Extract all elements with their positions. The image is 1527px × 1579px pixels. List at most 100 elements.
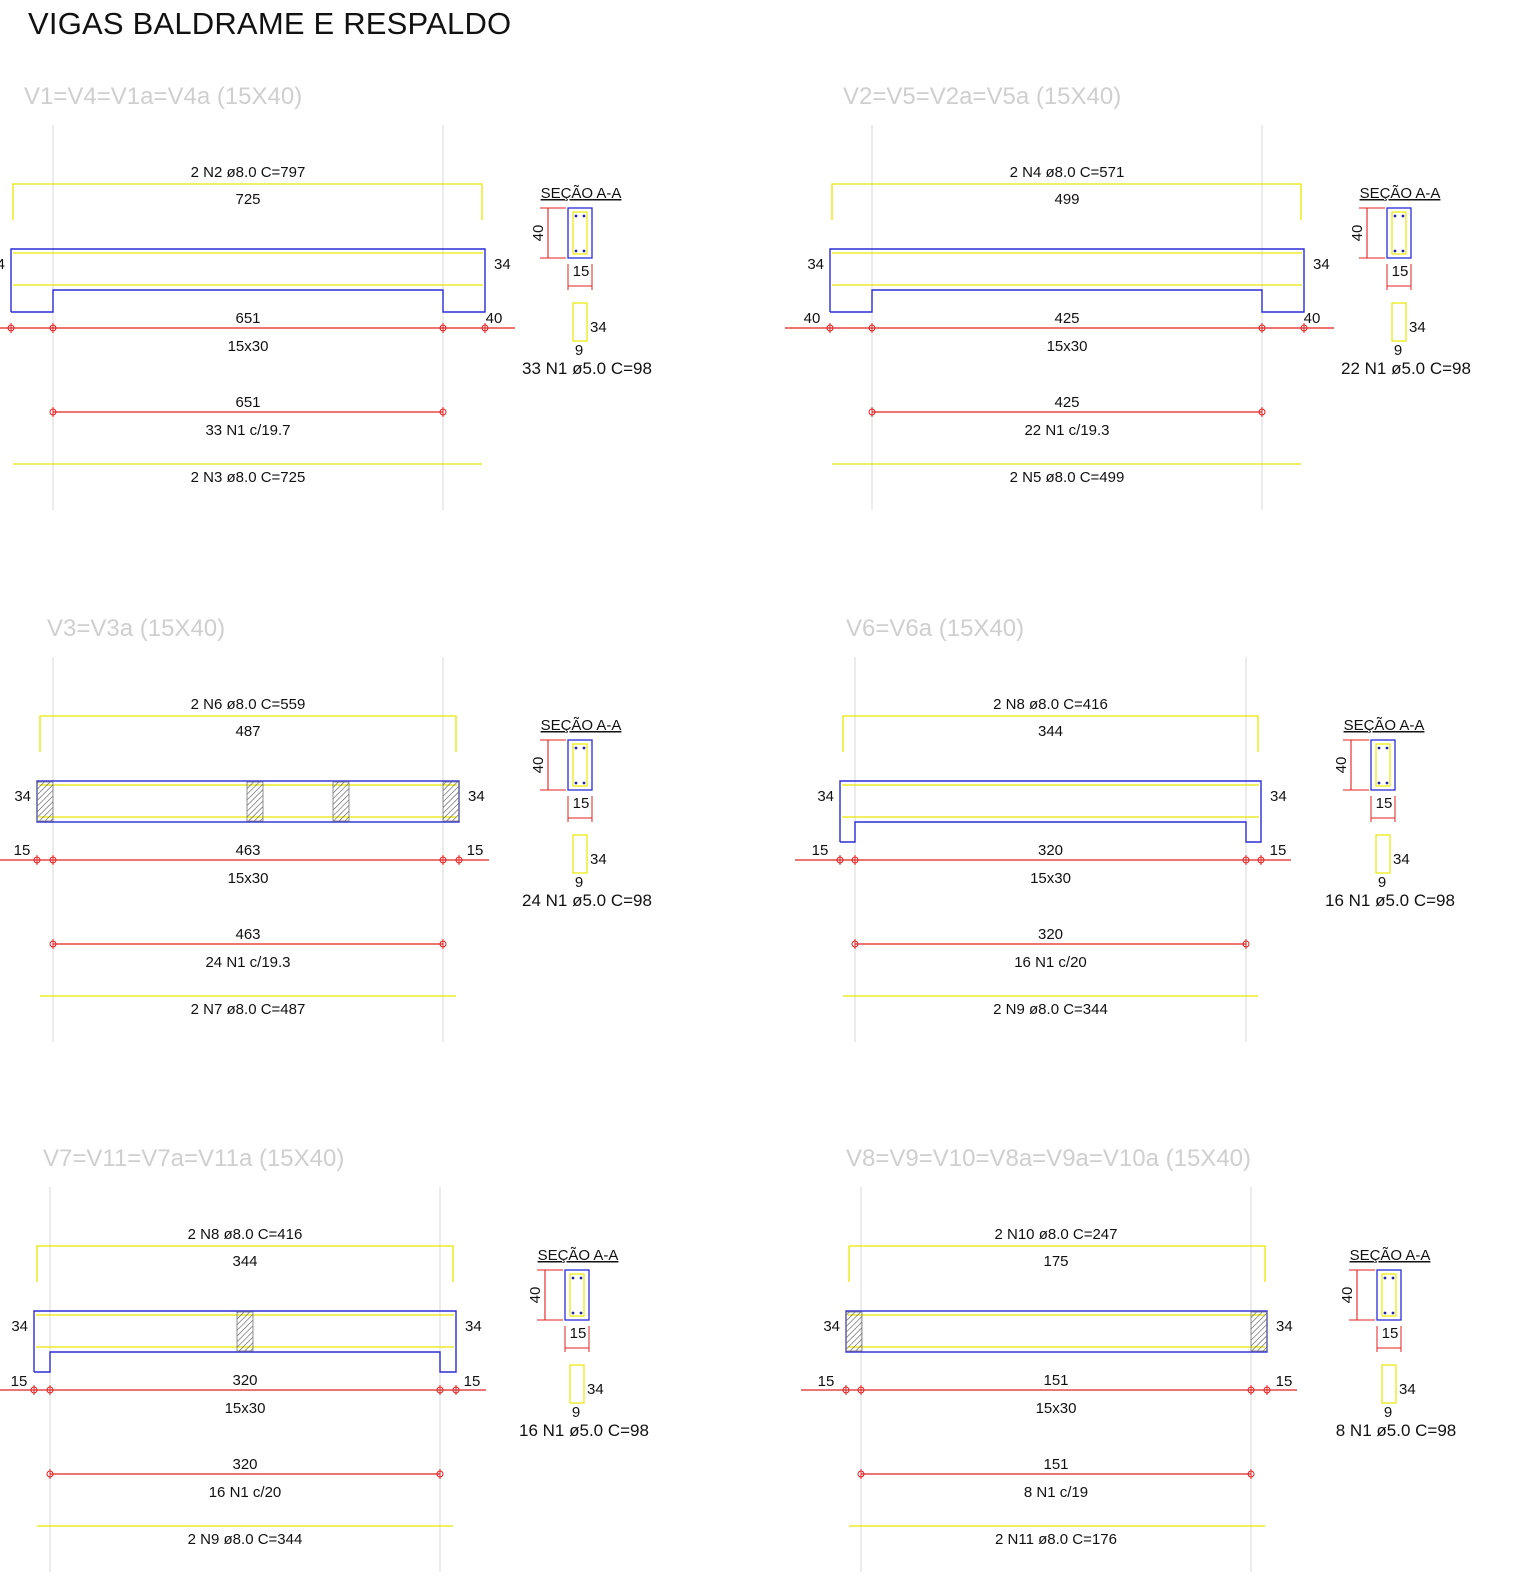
stirrup-count-label: 16 N1 ø5.0 C=98 <box>519 1421 649 1440</box>
foundation-size: 15x30 <box>1036 1400 1077 1417</box>
side-dim-right: 34 <box>1270 788 1287 805</box>
side-dim-right: 34 <box>494 256 511 273</box>
section-label: SEÇÃO A-A <box>538 1247 619 1264</box>
stirrup-count-label: 33 N1 ø5.0 C=98 <box>522 359 652 378</box>
side-dim-left: 34 <box>817 788 834 805</box>
span-length: 651 <box>235 310 260 327</box>
stirrup-count-label: 16 N1 ø5.0 C=98 <box>1325 891 1455 910</box>
section-stirrup <box>1381 1273 1397 1317</box>
section-stirrup <box>1375 743 1391 787</box>
beam-detail-4: V6=V6a (15X40) 2 N8 ø8.0 C=416 344 34 34 15 15… <box>795 615 1455 1042</box>
hatched-support-2 <box>1250 1311 1268 1352</box>
stirrup-width-label: 9 <box>572 1404 580 1421</box>
section-rebar-dot-2 <box>579 1276 583 1280</box>
stirrup-width-label: 9 <box>1378 874 1386 891</box>
hatched-support-4 <box>442 781 460 822</box>
top-bar-label: 2 N2 ø8.0 C=797 <box>191 164 306 181</box>
section-height-label: 40 <box>1349 225 1366 242</box>
support-right-label: 40 <box>486 310 503 327</box>
section-rebar-dot-4 <box>582 781 586 785</box>
stirrup-spacing: 16 N1 c/20 <box>1014 954 1087 971</box>
stirrup-width-label: 9 <box>575 342 583 359</box>
section-rebar-dot-3 <box>1383 1311 1387 1315</box>
top-bar-label: 2 N8 ø8.0 C=416 <box>188 1226 303 1243</box>
side-dim-right: 34 <box>1276 1318 1293 1335</box>
section-height-label: 40 <box>1339 1287 1356 1304</box>
stirrup-shape <box>572 302 588 342</box>
stirrup-span-length: 425 <box>1054 394 1079 411</box>
support-left-label: 15 <box>818 1373 835 1390</box>
section-a-a: SEÇÃO A-A 40 15 34 916 N1 ø5.0 C=98 <box>519 1247 649 1440</box>
stirrup-count-label: 22 N1 ø5.0 C=98 <box>1341 359 1471 378</box>
stirrup-span-length: 320 <box>232 1456 257 1473</box>
top-bar-label: 2 N8 ø8.0 C=416 <box>993 696 1108 713</box>
top-bar-label: 2 N10 ø8.0 C=247 <box>995 1226 1118 1243</box>
beam-detail-5: V7=V11=V7a=V11a (15X40) 2 N8 ø8.0 C=416 34… <box>0 1145 649 1572</box>
section-width-label: 15 <box>1382 1325 1399 1342</box>
top-bar-label: 2 N4 ø8.0 C=571 <box>1010 164 1125 181</box>
stirrup-shape <box>1391 302 1407 342</box>
section-height-label: 40 <box>530 225 547 242</box>
beam-detail-2: V2=V5=V2a=V5a (15X40) 2 N4 ø8.0 C=571 499 3… <box>785 83 1471 510</box>
section-width-label: 15 <box>573 795 590 812</box>
bottom-bar-label: 2 N3 ø8.0 C=725 <box>191 469 306 486</box>
stirrup-spacing: 33 N1 c/19.7 <box>205 422 290 439</box>
hatched-support-1 <box>236 1311 254 1352</box>
beam-outline <box>845 1310 1268 1353</box>
section-outline <box>1386 207 1412 259</box>
beam-outline <box>10 248 486 313</box>
top-bar-length: 175 <box>1043 1253 1068 1270</box>
section-rebar-dot-2 <box>582 746 586 750</box>
top-rebar-bracket <box>848 1245 1266 1282</box>
page-title: VIGAS BALDRAME E RESPALDO <box>28 6 512 41</box>
stirrup-spacing: 16 N1 c/20 <box>209 1484 282 1501</box>
section-rebar-dot-4 <box>582 249 586 253</box>
stirrup-width-label: 9 <box>575 874 583 891</box>
section-label: SEÇÃO A-A <box>541 717 622 734</box>
hatched-support-3 <box>332 781 350 822</box>
section-label: SEÇÃO A-A <box>1350 1247 1431 1264</box>
span-length: 151 <box>1043 1372 1068 1389</box>
section-stirrup <box>572 211 588 255</box>
beam-detail-3: V3=V3a (15X40) 2 N6 ø8.0 C=559 487 34 34 15 15… <box>0 615 652 1042</box>
section-label: SEÇÃO A-A <box>541 185 622 202</box>
section-width-label: 15 <box>1392 263 1409 280</box>
section-rebar-dot-3 <box>574 249 578 253</box>
foundation-size: 15x30 <box>1047 338 1088 355</box>
stirrup-span-length: 463 <box>235 926 260 943</box>
top-bar-length: 499 <box>1054 191 1079 208</box>
side-dim-left: 34 <box>0 256 5 273</box>
top-bar-label: 2 N6 ø8.0 C=559 <box>191 696 306 713</box>
beam-outline <box>33 1310 457 1373</box>
section-outline <box>564 1269 590 1321</box>
span-length: 425 <box>1054 310 1079 327</box>
stirrup-span-length: 651 <box>235 394 260 411</box>
stirrup-shape <box>572 834 588 874</box>
section-rebar-dot-1 <box>1377 746 1381 750</box>
beam-title: V6=V6a (15X40) <box>846 615 1024 642</box>
hatched-support-1 <box>36 781 54 822</box>
beam-outline <box>839 780 1262 843</box>
side-dim-right: 34 <box>1313 256 1330 273</box>
side-dim-left: 34 <box>11 1318 28 1335</box>
beam-title: V2=V5=V2a=V5a (15X40) <box>843 83 1121 110</box>
top-rebar-bracket <box>12 183 483 220</box>
support-right-label: 15 <box>1270 842 1287 859</box>
support-left-label: 15 <box>14 842 31 859</box>
beam-title: V8=V9=V10=V8a=V9a=V10a (15X40) <box>846 1145 1251 1172</box>
section-rebar-dot-3 <box>1393 249 1397 253</box>
section-width-label: 15 <box>573 263 590 280</box>
section-label: SEÇÃO A-A <box>1360 185 1441 202</box>
support-left-label: 40 <box>804 310 821 327</box>
foundation-size: 15x30 <box>228 870 269 887</box>
span-length: 320 <box>1038 842 1063 859</box>
stirrup-span-length: 320 <box>1038 926 1063 943</box>
section-rebar-dot-1 <box>1393 214 1397 218</box>
beam-title: V1=V4=V1a=V4a (15X40) <box>24 83 302 110</box>
section-stirrup <box>1391 211 1407 255</box>
foundation-size: 15x30 <box>228 338 269 355</box>
stirrup-span-length: 151 <box>1043 1456 1068 1473</box>
side-dim-left: 34 <box>823 1318 840 1335</box>
stirrup-shape <box>1381 1364 1397 1404</box>
bottom-bar-label: 2 N5 ø8.0 C=499 <box>1010 469 1125 486</box>
